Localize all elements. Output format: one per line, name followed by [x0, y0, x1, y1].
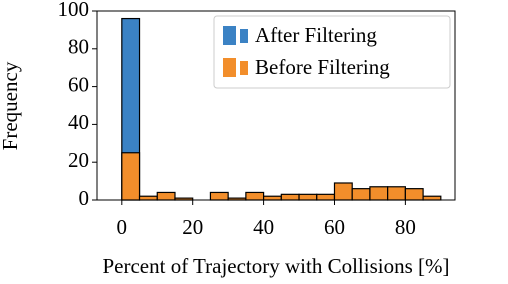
bar — [387, 186, 406, 201]
y-tick-label: 80 — [68, 35, 89, 59]
bar — [245, 191, 265, 201]
bar — [351, 188, 371, 201]
bar — [280, 193, 300, 201]
y-tick-label: 0 — [79, 186, 90, 210]
x-tick-label: 80 — [395, 215, 416, 239]
bar — [121, 152, 141, 201]
plot-frame — [96, 10, 456, 201]
legend-label: Before Filtering — [255, 55, 390, 79]
x-tick-label: 40 — [253, 215, 274, 239]
bar — [404, 188, 424, 201]
y-tick-label: 100 — [58, 0, 90, 21]
legend-box — [213, 15, 451, 89]
bar — [298, 193, 318, 201]
bar — [422, 195, 442, 201]
legend-swatch — [223, 26, 236, 45]
x-tick-label: 60 — [324, 215, 345, 239]
bar — [316, 193, 336, 201]
x-axis-label: Percent of Trajectory with Collisions [%… — [102, 254, 449, 278]
bar — [156, 191, 176, 201]
y-tick-label: 40 — [68, 110, 89, 134]
legend-swatch — [223, 58, 236, 77]
bar — [333, 182, 353, 201]
bar — [262, 195, 282, 201]
bar — [209, 191, 229, 201]
y-axis-label: Frequency — [0, 61, 22, 150]
bar — [138, 195, 158, 201]
legend-swatch — [240, 61, 248, 75]
x-tick-label: 20 — [182, 215, 203, 239]
x-tick-label: 0 — [117, 215, 128, 239]
legend-swatch — [240, 29, 248, 43]
bar — [369, 186, 389, 201]
y-tick-label: 20 — [68, 148, 89, 172]
y-tick-label: 60 — [68, 72, 89, 96]
legend-label: After Filtering — [255, 23, 377, 47]
